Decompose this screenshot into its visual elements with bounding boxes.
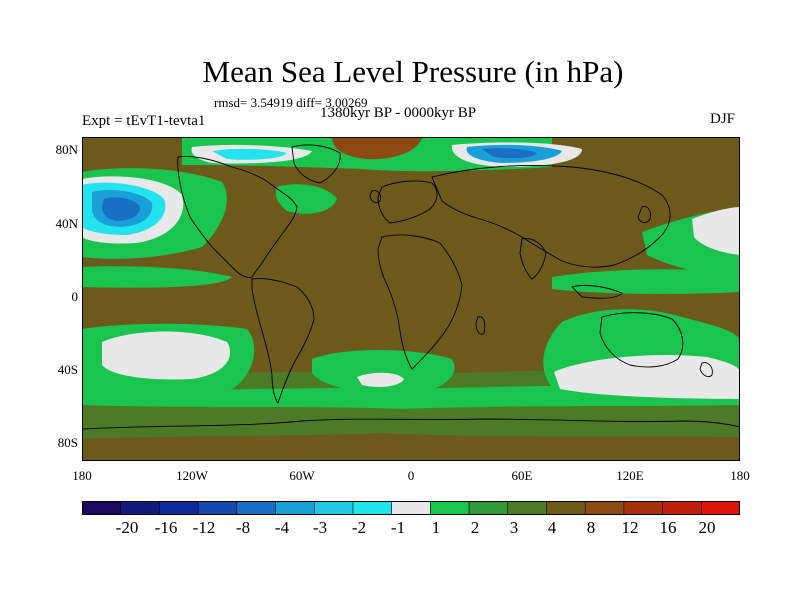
map-frame <box>82 137 740 461</box>
colorbar-cell <box>546 501 586 515</box>
india-coast <box>519 238 547 280</box>
field-blue-north-pacific <box>102 197 140 221</box>
field-white-south-pacific <box>102 331 231 380</box>
antarctica-coast <box>82 418 740 430</box>
colorbar-label: -20 <box>115 518 139 537</box>
colorbar-cell <box>197 501 238 515</box>
japan-coast <box>637 206 651 224</box>
colorbar-label: -1 <box>390 518 406 537</box>
y-tick-label: 80S <box>57 435 78 450</box>
south-america-coast <box>251 278 315 405</box>
colorbar-label: 20 <box>698 518 716 537</box>
colorbar-cell <box>275 501 315 515</box>
y-tick-label: 0 <box>71 289 79 304</box>
colorbar-cell <box>82 501 122 515</box>
madagascar-coast <box>475 316 486 335</box>
africa-coast <box>377 234 463 370</box>
colorbar-cell <box>507 501 548 515</box>
colorbar-cell <box>236 501 277 515</box>
north-america-coast <box>177 156 298 278</box>
colorbar-cell <box>623 501 664 515</box>
field-green-tropical-indian <box>552 269 740 294</box>
x-tick-label: 0 <box>407 468 415 483</box>
colorbar-cell <box>352 501 393 515</box>
field-green-tropical-pacific <box>82 266 232 288</box>
y-tick-label: 40S <box>57 362 78 377</box>
field-red-arctic <box>332 137 422 160</box>
y-tick-label: 40N <box>55 216 78 231</box>
british-isles-coast <box>369 190 381 204</box>
field-white-south-atlantic <box>357 372 404 387</box>
x-tick-label: 180 <box>72 468 92 483</box>
x-tick-label: 180 <box>730 468 750 483</box>
field-blue-arctic-east <box>482 148 537 159</box>
x-tick-label: 60W <box>289 468 315 483</box>
colorbar-cell <box>313 501 354 515</box>
pressure-map <box>82 137 740 461</box>
colorbar-label: -4 <box>274 518 290 537</box>
colorbar-cell <box>430 501 470 515</box>
x-tick-label: 120E <box>616 468 644 483</box>
europe-coast <box>377 180 438 224</box>
field-cyan-arctic-west <box>212 148 287 160</box>
indonesia-coast <box>571 284 623 299</box>
colorbar-label: 4 <box>547 518 557 537</box>
colorbar-label: 2 <box>470 518 480 537</box>
field-green-south-atlantic <box>312 350 455 395</box>
colorbar-label: -16 <box>154 518 178 537</box>
map-title: Mean Sea Level Pressure (in hPa) <box>202 54 624 89</box>
colorbar-cell <box>468 501 509 515</box>
colorbar-label: -2 <box>351 518 367 537</box>
experiment-label: Expt = tEvT1-tevta1 <box>82 113 206 129</box>
colorbar-cell <box>662 501 703 515</box>
colorbar-label: 16 <box>659 518 677 537</box>
greenland-coast <box>291 144 341 184</box>
x-tick-label: 120W <box>176 468 208 483</box>
colorbar-cell <box>120 501 161 515</box>
field-green-north-atlantic <box>275 184 337 214</box>
colorbar-label: 8 <box>586 518 596 537</box>
colorbar-cell <box>159 501 199 515</box>
asia-coast <box>431 165 671 268</box>
y-tick-label: 80N <box>55 142 78 157</box>
season-label: DJF <box>710 111 736 127</box>
field-white-indian <box>554 354 740 399</box>
coastlines <box>82 144 740 430</box>
colorbar-cell <box>391 501 432 515</box>
colorbar-label: -3 <box>312 518 328 537</box>
colorbar-label: -12 <box>192 518 216 537</box>
new-zealand-coast <box>699 362 713 378</box>
colorbar-cell <box>584 501 625 515</box>
colorbar-cell <box>700 501 740 515</box>
colorbar-label: 12 <box>621 518 639 537</box>
colorbar-label: 3 <box>509 518 519 537</box>
field-white-west-pacific <box>692 207 740 255</box>
stats-label: rmsd= 3.54919 diff= 3.00269 <box>214 95 368 110</box>
period-label: 1380kyr BP - 0000kyr BP <box>320 105 477 121</box>
colorbar-label: -8 <box>235 518 251 537</box>
x-tick-label: 60E <box>511 468 533 483</box>
australia-coast <box>599 312 684 368</box>
colorbar-label: 1 <box>431 518 441 537</box>
colorbar <box>82 501 740 515</box>
